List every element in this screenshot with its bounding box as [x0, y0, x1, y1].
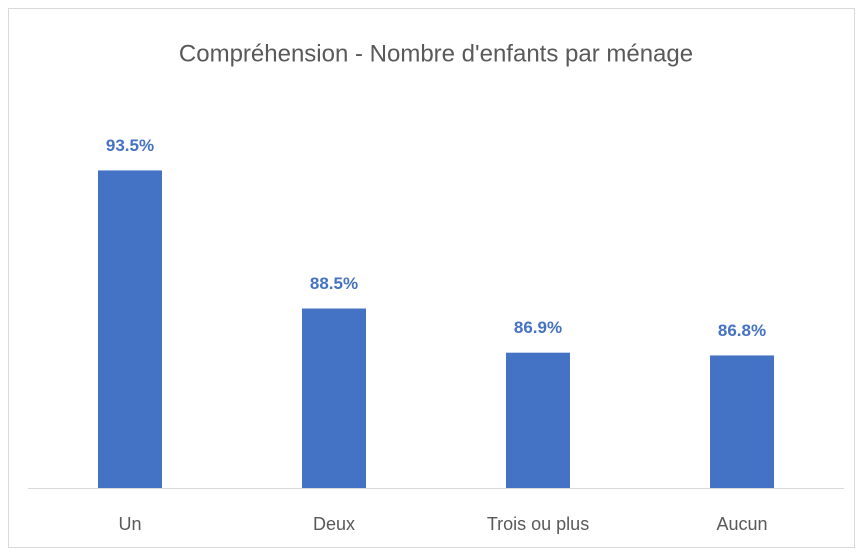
bar: [506, 352, 570, 488]
data-label: 86.9%: [514, 318, 562, 337]
bar: [710, 355, 774, 488]
x-tick-label: Trois ou plus: [487, 514, 589, 534]
x-tick-label: Aucun: [716, 514, 767, 534]
bar: [98, 170, 162, 488]
x-tick-label: Deux: [313, 514, 355, 534]
data-label: 86.8%: [718, 321, 766, 340]
x-tick-label: Un: [118, 514, 141, 534]
bar: [302, 308, 366, 488]
data-label: 93.5%: [106, 136, 154, 155]
data-label: 88.5%: [310, 274, 358, 293]
chart-title: Compréhension - Nombre d'enfants par mén…: [179, 40, 693, 67]
